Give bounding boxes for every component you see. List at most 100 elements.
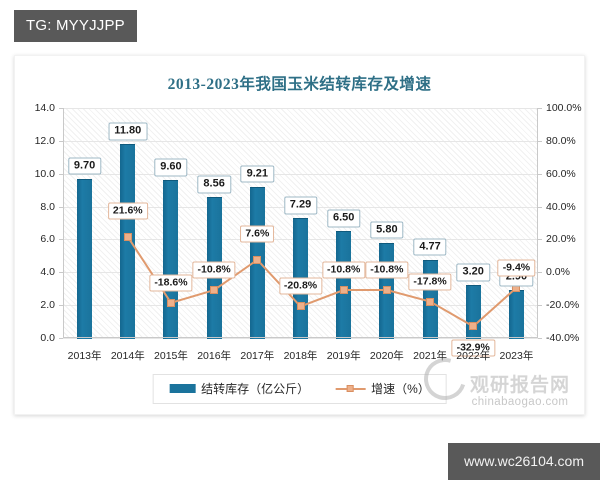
- y-tick-left: [59, 239, 63, 241]
- x-axis-label: 2022年: [456, 350, 491, 362]
- watermark-cn: 观研报告网: [469, 375, 570, 396]
- y-axis-left: [63, 108, 64, 338]
- y-tick-left: [59, 305, 63, 307]
- bar-value-label: 7.29: [283, 196, 318, 215]
- y-axis-right: [537, 108, 538, 338]
- bar-value-label: 9.21: [240, 165, 275, 183]
- bar-value-label: 6.50: [326, 209, 361, 228]
- y-axis-right-label: 100.0%: [546, 102, 582, 114]
- y-tick-left: [59, 108, 63, 109]
- plot-wrapper: 9.70 11.80 9.60 8.56 9.21 7.29 6.50 5.80 4.77 3.2…: [35, 102, 582, 357]
- legend-label-stock: 结转库存（亿公斤）: [201, 382, 310, 396]
- legend-item-stock: 结转库存（亿公斤）: [169, 380, 309, 397]
- chart-card: 2013-2023年我国玉米结转库存及增速 9.70 11.80 9.60 8.56 9…: [14, 55, 585, 415]
- y-tick-left: [59, 173, 63, 175]
- line-marker: [253, 255, 262, 264]
- plot-area: 9.70 11.80 9.60 8.56 9.21 7.29 6.50 5.80 4.77 3.2…: [35, 102, 582, 357]
- line-marker: [469, 322, 478, 331]
- x-axis-label: 2023年: [499, 350, 534, 362]
- x-axis-label: 2021年: [413, 350, 447, 362]
- x-axis-labels: 2013年 2014年 2015年 2016年 2017年 2018年 2019年 2020年…: [63, 348, 538, 366]
- y-tick-right: [538, 272, 542, 274]
- y-axis-right-label: 80.0%: [546, 134, 576, 147]
- y-tick-right: [538, 108, 542, 109]
- growth-value-label: -10.8%: [322, 261, 366, 279]
- y-axis-left-label: 0.0: [40, 332, 55, 344]
- x-axis-label: 2015年: [154, 350, 188, 362]
- x-axis-label: 2020年: [369, 350, 404, 362]
- line-marker: [296, 302, 305, 311]
- growth-value-label: 7.6%: [240, 225, 275, 243]
- line-marker: [123, 232, 132, 241]
- line-marker: [339, 286, 348, 295]
- growth-value-label: -17.8%: [408, 273, 452, 291]
- legend-item-growth: 增速（%）: [335, 380, 430, 397]
- x-axis-label: 2017年: [240, 350, 275, 362]
- y-axis-right-label: 40.0%: [546, 200, 576, 213]
- y-axis-right-label: -20.0%: [546, 299, 580, 312]
- y-tick-right: [538, 338, 542, 339]
- y-tick-right: [538, 239, 542, 241]
- bar-value-label: 4.77: [413, 238, 447, 256]
- growth-value-label: -32.9%: [451, 339, 495, 357]
- bar-value-label: 9.70: [67, 157, 102, 175]
- y-tick-right: [538, 140, 542, 142]
- line-marker: [382, 286, 391, 295]
- line-series: [126, 236, 518, 328]
- y-axis-left-label: 6.0: [40, 233, 55, 246]
- tg-tag: TG: MYYJJPP: [14, 10, 137, 42]
- growth-value-label: -10.8%: [192, 261, 236, 279]
- watermark: 观研报告网 chinabaogao.com: [470, 376, 570, 408]
- y-tick-left: [59, 206, 63, 208]
- x-axis-label: 2013年: [67, 350, 102, 362]
- x-axis-label: 2019年: [326, 350, 361, 362]
- y-axis-right-label: 0.0%: [546, 266, 570, 279]
- bar-value-label: 11.80: [108, 122, 148, 141]
- y-axis-left-label: 8.0: [40, 200, 55, 213]
- bar-value-label: 3.20: [456, 263, 490, 282]
- y-axis-right-label: 20.0%: [546, 233, 576, 246]
- footer-url: www.wc26104.com: [448, 443, 600, 480]
- y-tick-right: [538, 173, 542, 175]
- y-axis-left-label: 14.0: [34, 102, 55, 114]
- y-axis-left-label: 4.0: [40, 266, 55, 279]
- growth-value-label: -18.6%: [149, 274, 193, 292]
- bar-value-label: 9.60: [154, 158, 188, 177]
- y-axis-left-label: 12.0: [34, 134, 55, 147]
- growth-value-label: -20.8%: [278, 277, 323, 295]
- chart-legend: 结转库存（亿公斤） 增速（%）: [152, 374, 447, 404]
- growth-value-label: -10.8%: [365, 261, 409, 279]
- x-axis-label: 2018年: [283, 350, 318, 362]
- growth-value-label: -9.4%: [497, 259, 536, 277]
- y-tick-left: [59, 272, 63, 274]
- y-axis-right-label: -40.0%: [546, 332, 580, 344]
- bar-value-label: 8.56: [197, 175, 231, 194]
- line-marker: [426, 297, 435, 306]
- x-axis-label: 2014年: [110, 350, 145, 362]
- y-tick-right: [538, 305, 542, 307]
- bar: [336, 231, 352, 339]
- y-tick-right: [538, 206, 542, 208]
- x-axis-label: 2016年: [197, 350, 232, 362]
- bar: [77, 178, 93, 339]
- y-axis-right-label: 60.0%: [546, 167, 576, 180]
- y-tick-left: [59, 140, 63, 142]
- chart-title: 2013-2023年我国玉米结转库存及增速: [167, 76, 432, 93]
- growth-value-label: 21.6%: [107, 202, 148, 220]
- bar-value-label: 5.80: [370, 221, 404, 239]
- growth-line: [126, 236, 518, 328]
- line-marker: [210, 286, 219, 295]
- y-axis-left-label: 10.0: [34, 167, 55, 180]
- line-marker: [166, 298, 175, 307]
- gridline: [63, 173, 538, 175]
- y-tick-left: [59, 338, 63, 339]
- x-axis: [63, 337, 538, 338]
- legend-label-growth: 增速（%）: [371, 382, 430, 396]
- bar: [120, 144, 136, 339]
- gridline: [63, 140, 538, 142]
- y-axis-left-label: 2.0: [40, 299, 55, 312]
- bar-swatch-icon: [169, 384, 196, 393]
- gridline: [63, 108, 538, 109]
- watermark-en: chinabaogao.com: [471, 396, 569, 408]
- line-swatch-icon: [335, 384, 366, 393]
